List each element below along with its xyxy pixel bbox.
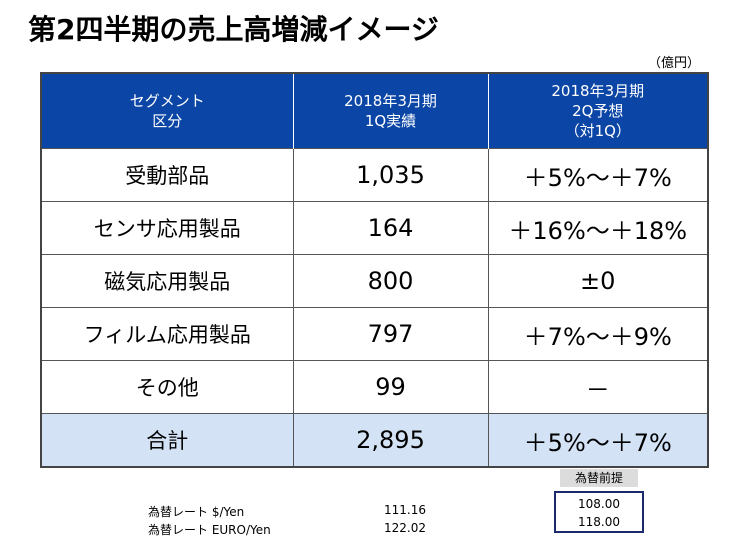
segment-cell: センサ応用製品 [40, 201, 294, 255]
forecast-cell: ±0 [487, 254, 709, 308]
actual-cell: 99 [292, 360, 489, 414]
actual-cell: 800 [292, 254, 489, 308]
actual-cell: 797 [292, 307, 489, 361]
actual-cell: 1,035 [292, 148, 489, 202]
table-row: その他 99 － [40, 360, 709, 414]
table-row: センサ応用製品 164 ＋16%～＋18% [40, 201, 709, 255]
fx-assumption-title: 為替前提 [560, 469, 638, 487]
segment-cell: その他 [40, 360, 294, 414]
header-line: セグメント [129, 92, 205, 110]
segment-cell: 受動部品 [40, 148, 294, 202]
page-title: 第2四半期の売上高増減イメージ [28, 13, 439, 46]
segment-cell: 磁気応用製品 [40, 254, 294, 308]
header-2q-forecast: 2018年3月期 2Q予想 （対1Q） [487, 73, 708, 149]
fx-usd-label: 為替レート $/Yen [148, 505, 245, 519]
fx-usd-value: 111.16 [384, 503, 426, 517]
fx-euro-value: 122.02 [384, 521, 426, 535]
total-row: 合計 2,895 ＋5%～＋7% [40, 413, 709, 468]
table-row: 受動部品 1,035 ＋5%～＋7% [40, 148, 709, 202]
header-1q-actual: 2018年3月期 1Q実績 [292, 73, 489, 149]
actual-cell: 164 [292, 201, 489, 255]
unit-label: （億円） [648, 56, 701, 71]
header-segment: セグメント 区分 [41, 73, 294, 149]
total-segment-cell: 合計 [40, 413, 294, 468]
forecast-cell: ＋7%～＋9% [487, 307, 709, 361]
segment-cell: フィルム応用製品 [40, 307, 294, 361]
table-row: 磁気応用製品 800 ±0 [40, 254, 709, 308]
header-line: 2Q予想 [572, 102, 624, 120]
fx-assumption-box: 108.00 118.00 [554, 491, 644, 533]
header-line: 2018年3月期 [551, 82, 645, 100]
table-header-row: セグメント 区分 2018年3月期 1Q実績 2018年3月期 2Q予想 （対1… [41, 73, 708, 149]
total-actual-cell: 2,895 [292, 413, 489, 468]
fx-euro-label: 為替レート EURO/Yen [148, 523, 271, 537]
header-line: 区分 [152, 112, 183, 130]
forecast-cell: － [487, 360, 709, 414]
table-row: フィルム応用製品 797 ＋7%～＋9% [40, 307, 709, 361]
total-forecast-cell: ＋5%～＋7% [487, 413, 709, 468]
header-line: 1Q実績 [364, 112, 417, 130]
sales-forecast-table: セグメント 区分 2018年3月期 1Q実績 2018年3月期 2Q予想 （対1… [40, 72, 709, 468]
fx-assumption-euro: 118.00 [578, 515, 620, 529]
header-line: （対1Q） [564, 122, 631, 140]
forecast-cell: ＋5%～＋7% [487, 148, 709, 202]
header-line: 2018年3月期 [344, 92, 437, 110]
fx-assumption-usd: 108.00 [578, 497, 620, 511]
forecast-cell: ＋16%～＋18% [487, 201, 709, 255]
